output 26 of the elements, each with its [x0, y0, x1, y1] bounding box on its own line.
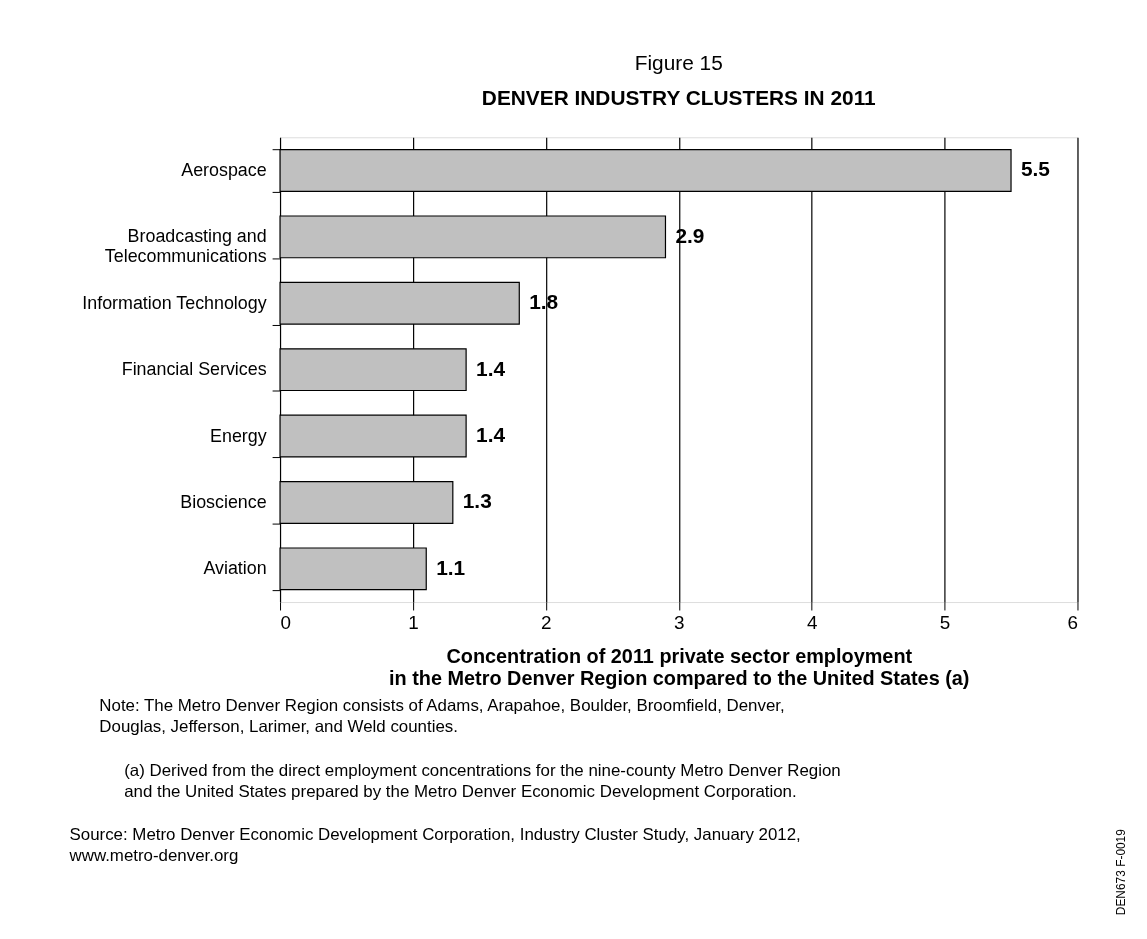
data-label: 1.4: [476, 423, 506, 447]
x-tick-label: 3: [674, 612, 685, 634]
x-axis-title: Concentration of 2011 private sector employment in the Metro Denver Region compared to the United States (a): [389, 645, 970, 689]
y-tick-label: Aviation: [203, 558, 267, 579]
data-label: 1.1: [436, 555, 466, 579]
y-tick-label: Financial Services: [121, 359, 267, 380]
data-label: 1.4: [476, 356, 506, 380]
y-tick-label: Bioscience: [180, 491, 267, 512]
x-tick-label: 6: [1067, 612, 1078, 634]
y-tick-label: Energy: [210, 425, 267, 446]
source-note: Source: Metro Denver Economic Development Corporation, Industry Cluster Study, January 2012, www.metro-denver.org: [68, 825, 801, 866]
text: (a) Derived from the direct employment concentrations for the nine-county Metro Denver Region and the United States prepared by the Metro Denver Economic Development Corporation.: [124, 760, 841, 801]
y-tick-label: Information Technology: [82, 292, 267, 313]
x-tick-label: 1: [408, 612, 419, 634]
y-tick-label: Aerospace: [181, 159, 267, 180]
x-tick-label: 0: [280, 612, 292, 634]
chart-title: Figure 15: [634, 50, 723, 74]
x-tick-label: 4: [806, 612, 818, 634]
x-tick-label: 5: [939, 612, 951, 634]
text: Note: The Metro Denver Region consists of Adams, Arapahoe, Boulder, Broomfield, Denver, Douglas, Jefferson, Larimer, and Weld counties.: [99, 696, 785, 737]
chart-subtitle: DENVER INDUSTRY CLUSTERS IN 2011: [481, 85, 877, 109]
data-label: 1.3: [462, 489, 492, 513]
x-tick-label: 2: [541, 612, 552, 634]
text: DEN673 F-0019: [1114, 828, 1129, 916]
y-tick-label: Broadcasting and Telecommunications: [104, 226, 267, 267]
data-label: 5.5: [1020, 157, 1051, 181]
